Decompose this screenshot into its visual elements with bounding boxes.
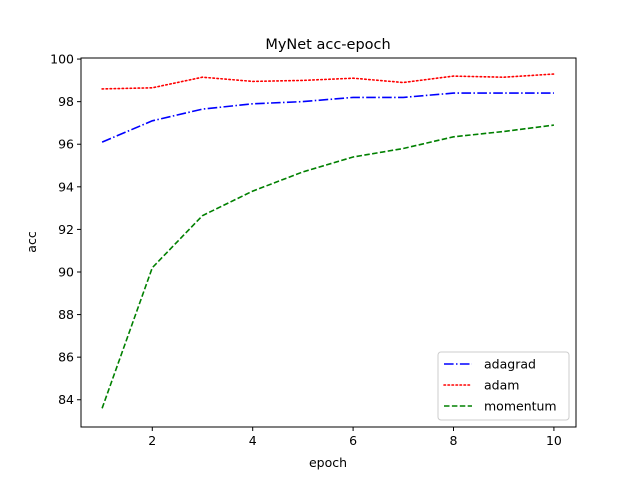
legend-label-adagrad: adagrad — [484, 357, 536, 372]
y-tick-label: 88 — [58, 307, 74, 322]
chart-title: MyNet acc-epoch — [265, 37, 390, 53]
series-line-adam — [101, 73, 555, 90]
x-axis-label: epoch — [309, 455, 347, 470]
y-axis-label: acc — [24, 231, 39, 253]
y-tick-label: 86 — [58, 350, 74, 365]
y-tick-label: 84 — [58, 392, 74, 407]
axes-frame — [80, 57, 577, 428]
x-tick-label: 8 — [450, 433, 458, 448]
y-tick-label: 92 — [58, 222, 74, 237]
y-tick-label: 94 — [58, 179, 74, 194]
x-tick-label: 2 — [148, 433, 156, 448]
y-tick-label: 90 — [58, 264, 74, 279]
y-tick-label: 98 — [58, 94, 74, 109]
x-tick-label: 4 — [249, 433, 257, 448]
y-tick-label: 100 — [50, 52, 74, 67]
legend-box — [437, 351, 570, 421]
y-axis-ticks: 84 86 88 90 92 94 96 98 100 — [50, 52, 81, 407]
series-line-momentum — [101, 124, 555, 409]
x-tick-label: 6 — [349, 433, 357, 448]
x-tick-label: 10 — [546, 433, 562, 448]
legend-label-adam: adam — [484, 378, 519, 393]
legend-label-momentum: momentum — [484, 399, 557, 414]
plot-lines — [101, 73, 555, 409]
x-axis-ticks: 2 4 6 8 10 — [148, 427, 562, 448]
y-tick-label: 96 — [58, 137, 74, 152]
series-line-adagrad — [101, 92, 554, 143]
legend: adagrad adam momentum — [437, 351, 570, 421]
